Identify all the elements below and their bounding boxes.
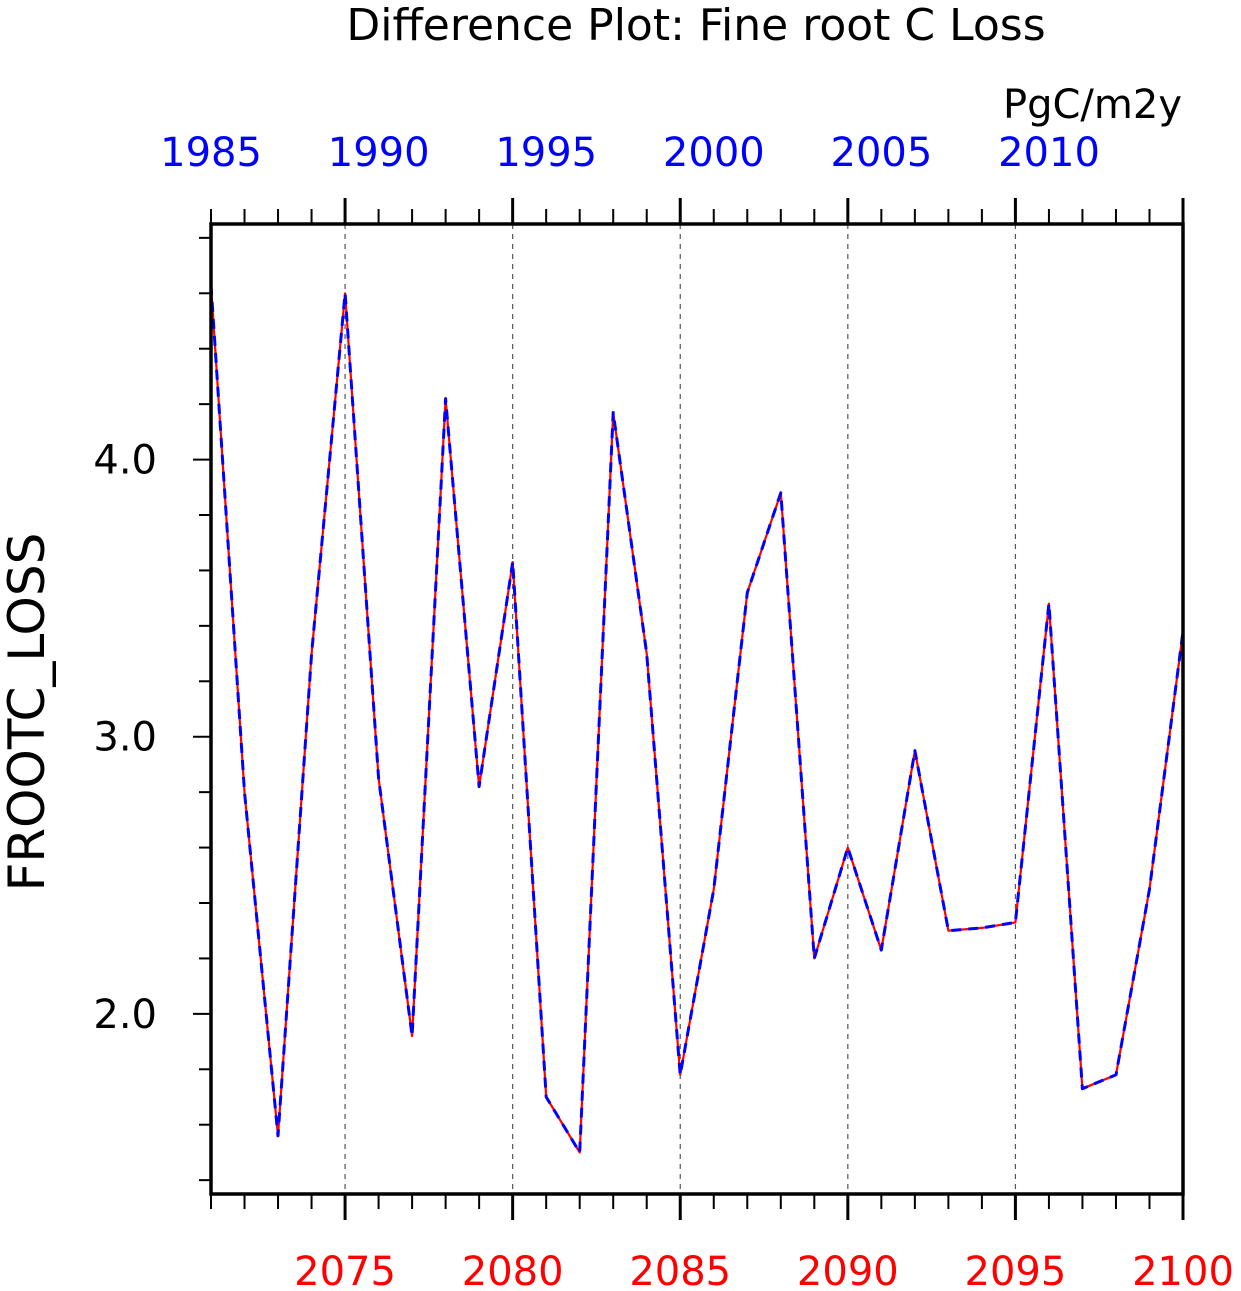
- series-line-2: [209, 284, 1185, 1154]
- x-tick-label-top: 2010: [998, 130, 1100, 176]
- x-tick-label-top: 2005: [831, 130, 933, 176]
- y-tick-label: 3.0: [93, 715, 157, 761]
- x-tick-label-bottom: 2075: [294, 1249, 396, 1286]
- x-tick-label-bottom: 2080: [462, 1249, 564, 1286]
- tick-labels: 2075 2080 2085 2090 2095 2100 1985 1990 1995 2000…: [93, 130, 1234, 1291]
- axes: [193, 198, 1185, 1220]
- y-tick-label: 4.0: [93, 438, 157, 484]
- x-tick-label-bottom: 2090: [797, 1249, 899, 1286]
- gridlines: [344, 224, 1017, 1194]
- units-label: PgC/m2y: [1003, 82, 1182, 128]
- x-tick-label-top: 2000: [663, 130, 765, 176]
- series-lines: [209, 284, 1185, 1154]
- x-tick-label-bottom: 2095: [965, 1249, 1067, 1286]
- chart-title: Difference Plot: Fine root C Loss: [346, 0, 1045, 51]
- y-axis-label: FROOTC_LOSS: [0, 533, 56, 892]
- y-tick-label: 2.0: [93, 992, 157, 1038]
- plot-frame: [209, 222, 1185, 1196]
- x-tick-label-top: 1990: [328, 130, 430, 176]
- series-line-1: [209, 284, 1185, 1154]
- x-tick-label-top: 1995: [495, 130, 597, 176]
- x-tick-label-top: 1985: [160, 130, 262, 176]
- x-tick-label-bottom: 2085: [629, 1249, 731, 1286]
- x-tick-label-bottom: 2100: [1132, 1249, 1234, 1286]
